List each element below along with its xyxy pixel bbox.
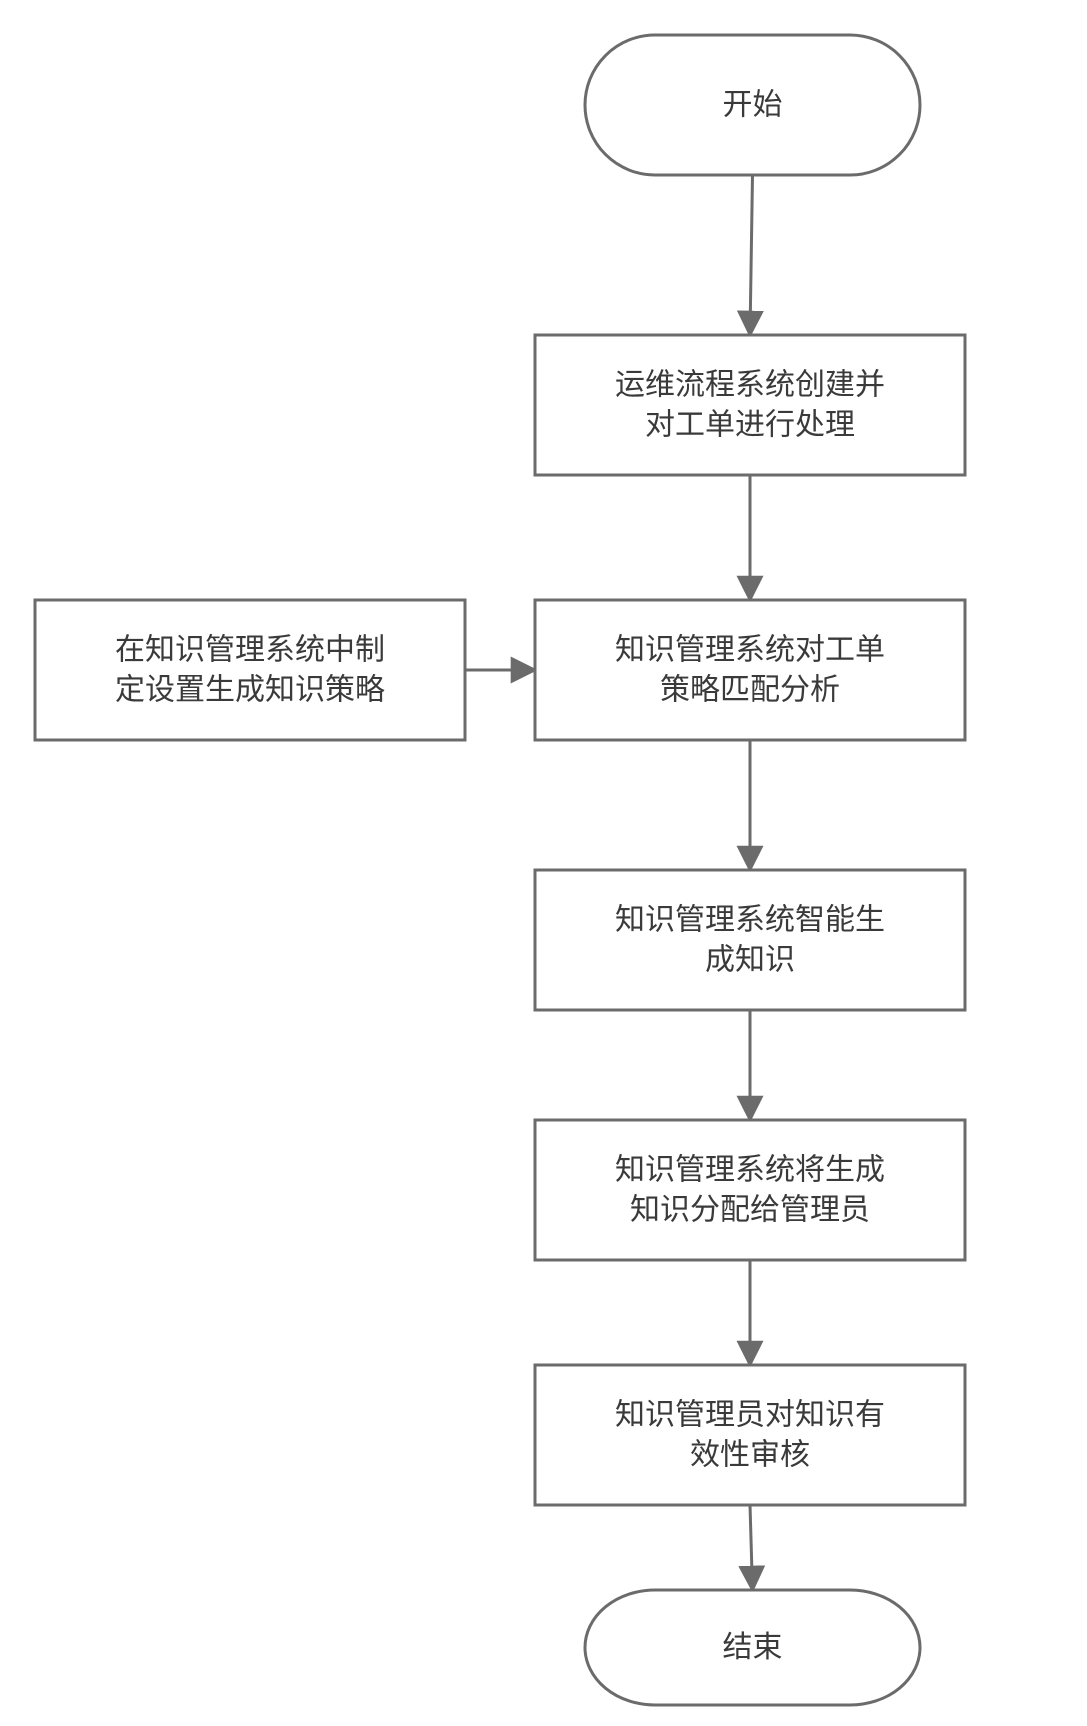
node-label: 对工单进行处理 bbox=[645, 409, 855, 442]
node-n2: 知识管理系统对工单策略匹配分析 bbox=[535, 600, 965, 740]
node-label: 成知识 bbox=[705, 944, 795, 977]
node-side: 在知识管理系统中制定设置生成知识策略 bbox=[35, 600, 465, 740]
node-label: 知识管理系统智能生 bbox=[615, 904, 885, 937]
node-label: 运维流程系统创建并 bbox=[615, 369, 885, 402]
node-label: 知识管理系统对工单 bbox=[615, 634, 885, 667]
node-label: 知识管理系统将生成 bbox=[615, 1154, 885, 1187]
node-label: 定设置生成知识策略 bbox=[115, 674, 385, 707]
node-start: 开始 bbox=[585, 35, 920, 175]
node-n5: 知识管理员对知识有效性审核 bbox=[535, 1365, 965, 1505]
flowchart-canvas: 开始运维流程系统创建并对工单进行处理在知识管理系统中制定设置生成知识策略知识管理… bbox=[0, 0, 1087, 1726]
node-label: 效性审核 bbox=[690, 1439, 810, 1472]
edge bbox=[750, 1505, 753, 1590]
node-label: 结束 bbox=[723, 1631, 783, 1664]
node-label: 知识分配给管理员 bbox=[630, 1194, 870, 1227]
node-label: 知识管理员对知识有 bbox=[615, 1399, 885, 1432]
node-label: 策略匹配分析 bbox=[660, 674, 840, 707]
node-label: 开始 bbox=[723, 89, 783, 122]
node-n1: 运维流程系统创建并对工单进行处理 bbox=[535, 335, 965, 475]
node-label: 在知识管理系统中制 bbox=[115, 634, 385, 667]
node-end: 结束 bbox=[585, 1590, 920, 1705]
edge bbox=[750, 175, 753, 335]
node-n3: 知识管理系统智能生成知识 bbox=[535, 870, 965, 1010]
node-n4: 知识管理系统将生成知识分配给管理员 bbox=[535, 1120, 965, 1260]
